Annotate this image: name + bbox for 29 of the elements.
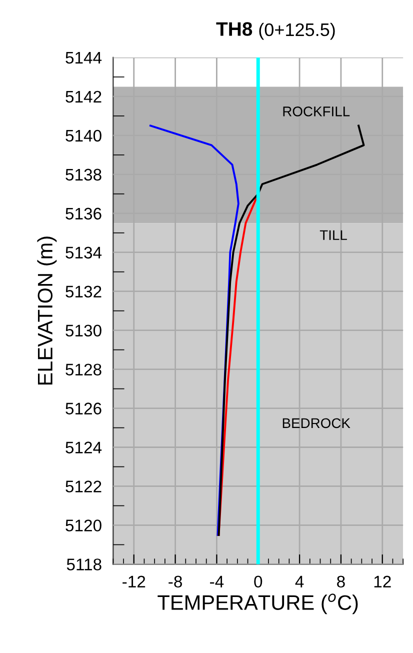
y-tick-label: 5130 <box>66 324 102 337</box>
y-tick-label: 5138 <box>66 168 102 181</box>
y-tick-label: 5140 <box>66 130 102 142</box>
y-tick-label: 5122 <box>66 480 102 492</box>
y-tick-label: 5118 <box>66 558 102 570</box>
chart-title: TH8 (0+125.5) <box>216 22 335 40</box>
y-tick-label: 5124 <box>66 442 102 454</box>
line-series <box>218 124 365 536</box>
x-tick-label: 8 <box>337 576 345 588</box>
y-axis-title: ELEVATION (m) <box>37 236 57 385</box>
x-tick-label: -12 <box>122 576 146 588</box>
y-tick-label: 5126 <box>66 402 102 414</box>
band-label: BEDROCK <box>282 418 350 428</box>
x-axis-title: TEMPERATURE ($^{o}$C) <box>158 594 358 614</box>
annotation: TILL <box>320 230 347 240</box>
x-tick-label: 12 <box>374 576 391 588</box>
y-tick-label: 5142 <box>66 90 102 103</box>
y-tick-label: 5132 <box>66 286 102 298</box>
x-tick-label: 4 <box>295 576 304 588</box>
x-tick-label: 0 <box>254 576 262 588</box>
band-label: ROCKFILL <box>283 106 350 116</box>
x-tick-label: -4 <box>210 576 224 588</box>
y-tick-label: 5120 <box>66 520 102 532</box>
y-tick-label: 5136 <box>66 208 102 220</box>
x-tick-label: -8 <box>168 576 182 588</box>
y-tick-label: 5134 <box>66 246 102 259</box>
y-tick-label: 5144 <box>66 52 102 64</box>
line-series <box>149 124 240 536</box>
y-tick-label: 5128 <box>66 364 102 376</box>
